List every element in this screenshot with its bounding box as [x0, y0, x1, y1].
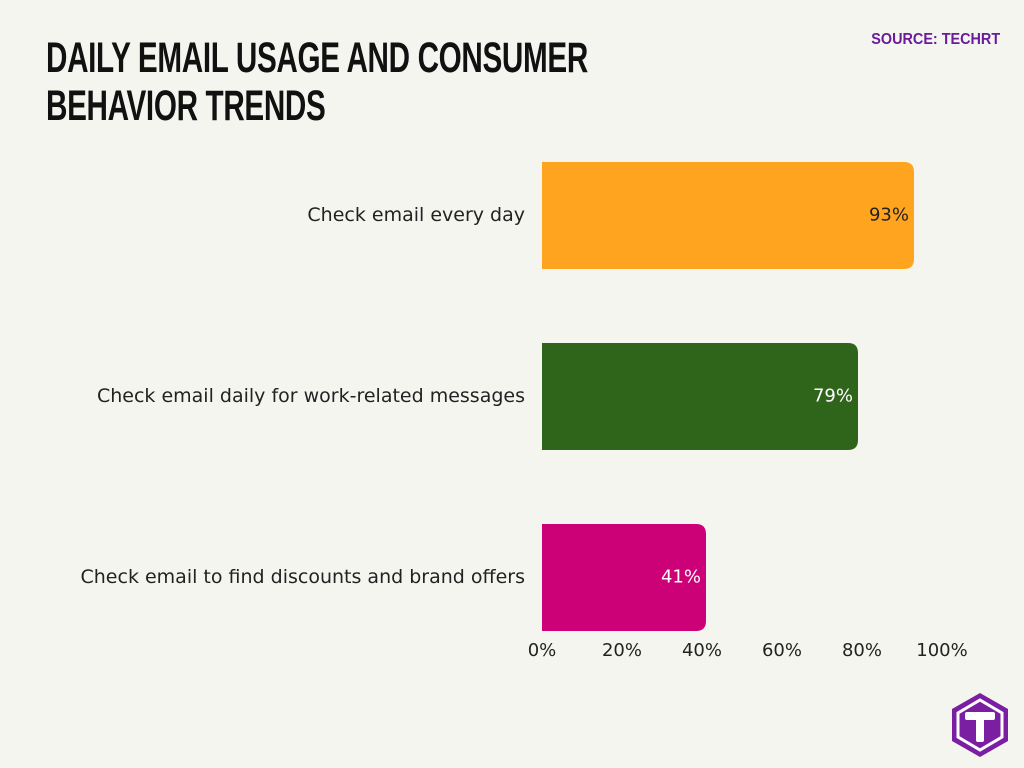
value-label: 41%	[661, 567, 701, 588]
x-tick-label: 0%	[528, 640, 557, 661]
logo	[952, 693, 1008, 757]
category-label: Check email daily for work-related messa…	[97, 385, 525, 407]
x-tick-label: 40%	[682, 640, 722, 661]
chart-title: DAILY EMAIL USAGE AND CONSUMER BEHAVIOR …	[46, 34, 588, 130]
logo-t-stem	[976, 712, 984, 742]
x-tick-label: 60%	[762, 640, 802, 661]
x-tick-label: 80%	[842, 640, 882, 661]
category-label: Check email every day	[307, 204, 525, 226]
bar	[542, 162, 914, 269]
bar	[542, 343, 858, 450]
value-label: 93%	[869, 205, 909, 226]
source: SOURCE: TECHRT	[871, 31, 1000, 48]
bar	[542, 524, 706, 631]
x-tick-label: 100%	[916, 640, 967, 661]
logo-ring	[956, 698, 1004, 752]
x-tick-label: 20%	[602, 640, 642, 661]
value-label: 79%	[813, 386, 853, 407]
category-label: Check email to find discounts and brand …	[81, 566, 526, 588]
